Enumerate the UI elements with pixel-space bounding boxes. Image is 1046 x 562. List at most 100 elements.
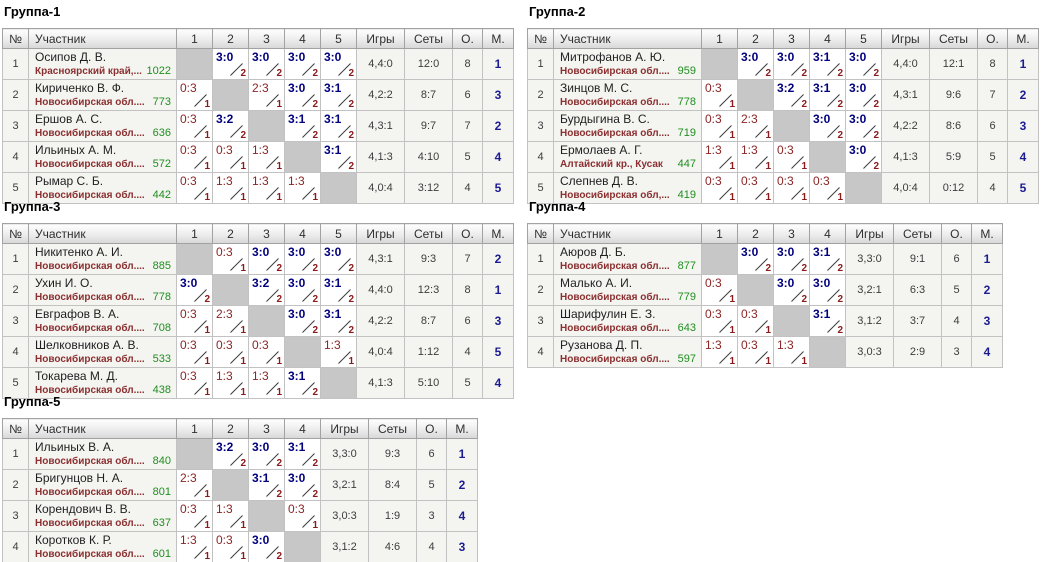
diagonal-self-cell (284, 141, 321, 173)
player-name: Токарева М. Д. (35, 369, 118, 383)
player-name: Ильиных В. А. (35, 440, 115, 454)
match-bonus-points: 2 (801, 263, 807, 274)
match-score: 0:3 (777, 174, 794, 188)
match-score: 3:0 (777, 276, 795, 290)
sets-cell: 8:6 (929, 110, 978, 142)
match-score: 3:1 (288, 369, 306, 383)
player-region: Новосибирская обл.... (35, 159, 145, 170)
match-score: 3:0 (849, 81, 867, 95)
player-region: Новосибирская обл.... (560, 261, 670, 272)
match-score: 3:0 (777, 50, 795, 64)
match-score: 3:0 (288, 276, 306, 290)
participant-cell: Бурдыгина В. С. Новосибирская обл.... 719 (553, 110, 702, 142)
match-bonus-points: 1 (204, 161, 210, 172)
match-score: 3:1 (813, 307, 831, 321)
match-result-cell: 3:1 2 (284, 367, 321, 399)
participant-cell: Малько А. И. Новосибирская обл.... 779 (553, 274, 702, 306)
participant-cell: Ильиных А. М. Новосибирская обл.... 572 (28, 141, 177, 173)
col-header-opponent-2: 2 (212, 223, 249, 244)
place-cell: 2 (971, 274, 1003, 306)
match-result-cell: 3:0 2 (248, 243, 285, 275)
sets-cell: 3:7 (893, 305, 942, 337)
sets-cell: 6:3 (893, 274, 942, 306)
games-cell: 4,1:3 (356, 367, 405, 399)
match-bonus-points: 1 (765, 130, 771, 141)
match-result-cell: 3:1 2 (320, 79, 357, 111)
col-header-opponent-1: 1 (701, 223, 738, 244)
player-rating: 447 (677, 158, 696, 170)
games-cell: 4,3:1 (881, 79, 930, 111)
place-cell: 1 (482, 274, 514, 306)
match-score: 3:0 (741, 245, 759, 259)
match-score: 0:3 (180, 307, 197, 321)
match-result-cell: 1:3 1 (248, 141, 285, 173)
match-bonus-points: 1 (240, 551, 246, 562)
player-rating: 877 (677, 260, 696, 272)
games-cell: 3,2:1 (320, 469, 369, 501)
match-score: 0:3 (777, 143, 794, 157)
player-subline: Новосибирская обл.... 533 (35, 353, 171, 366)
match-bonus-points: 2 (348, 130, 354, 141)
player-row: 3 Ершов А. С. Новосибирская обл.... 636 0:3 1… (2, 110, 514, 142)
col-header-sets: Сеты (404, 223, 453, 244)
diagonal-self-cell (248, 500, 285, 532)
match-bonus-points: 2 (312, 263, 318, 274)
match-bonus-points: 2 (276, 263, 282, 274)
group-results-table: № Участник 1 2 3 4 5 Игры Сеты О. М. 1 Осипов Д. В. К… (2, 28, 514, 204)
match-result-cell: 0:3 1 (176, 110, 213, 142)
col-header-games: Игры (356, 223, 405, 244)
match-score: 0:3 (216, 245, 233, 259)
match-bonus-points: 1 (240, 325, 246, 336)
match-bonus-points: 1 (348, 356, 354, 367)
games-cell: 3,3:0 (845, 243, 894, 275)
match-score: 3:0 (216, 50, 234, 64)
match-score: 3:1 (324, 112, 342, 126)
diagonal-self-cell (176, 243, 213, 275)
match-score: 1:3 (705, 338, 722, 352)
sets-cell: 9:6 (929, 79, 978, 111)
points-cell: 3 (416, 500, 447, 532)
match-result-cell: 3:0 2 (248, 531, 285, 562)
match-score: 0:3 (216, 143, 233, 157)
player-subline: Новосибирская обл.... 636 (35, 127, 171, 140)
participant-cell: Бригунцов Н. А. Новосибирская обл.... 801 (28, 469, 177, 501)
player-name: Ермолаев А. Г. (560, 143, 643, 157)
match-result-cell: 0:3 1 (737, 336, 774, 368)
match-result-cell: 3:0 2 (809, 110, 846, 142)
games-cell: 3,1:2 (845, 305, 894, 337)
player-region: Новосибирская обл.... (35, 323, 145, 334)
games-cell: 4,4:0 (356, 48, 405, 80)
header-row: № Участник 1 2 3 4 5 Игры Сеты О. М. (527, 28, 1039, 49)
player-subline: Новосибирская обл.... 840 (35, 455, 171, 468)
match-score: 3:2 (252, 276, 270, 290)
points-cell: 5 (977, 141, 1008, 173)
match-result-cell: 3:1 2 (809, 79, 846, 111)
match-result-cell: 3:1 2 (284, 438, 321, 470)
match-score: 3:1 (288, 112, 306, 126)
player-row: 2 Зинцов М. С. Новосибирская обл.... 778 0:3… (527, 79, 1039, 111)
participant-cell: Рузанова Д. П. Новосибирская обл.... 597 (553, 336, 702, 368)
place-cell: 4 (482, 141, 514, 173)
diagonal-self-cell (809, 141, 846, 173)
match-bonus-points: 1 (765, 161, 771, 172)
match-result-cell: 3:1 2 (284, 110, 321, 142)
player-name: Осипов Д. В. (35, 50, 107, 64)
group-title: Группа-3 (4, 199, 61, 214)
points-cell: 4 (452, 172, 483, 204)
match-score: 3:0 (813, 112, 831, 126)
header-row: № Участник 1 2 3 4 Игры Сеты О. М. (527, 223, 1003, 244)
col-header-place: М. (482, 28, 514, 49)
player-number-cell: 4 (2, 531, 29, 562)
player-subline: Новосибирская обл.... 885 (35, 260, 171, 273)
group-section: Группа-4 № Участник 1 2 3 4 Игры Сеты О. М. 1 Аюров … (527, 199, 1003, 368)
match-score: 3:1 (813, 50, 831, 64)
match-score: 3:0 (777, 245, 795, 259)
match-score: 1:3 (324, 338, 341, 352)
col-header-place: М. (446, 418, 478, 439)
player-region: Новосибирская обл.... (35, 128, 145, 139)
match-bonus-points: 1 (837, 192, 843, 203)
place-cell: 5 (1007, 172, 1039, 204)
match-bonus-points: 2 (348, 294, 354, 305)
match-score: 0:3 (180, 174, 197, 188)
player-rating: 442 (152, 189, 171, 201)
